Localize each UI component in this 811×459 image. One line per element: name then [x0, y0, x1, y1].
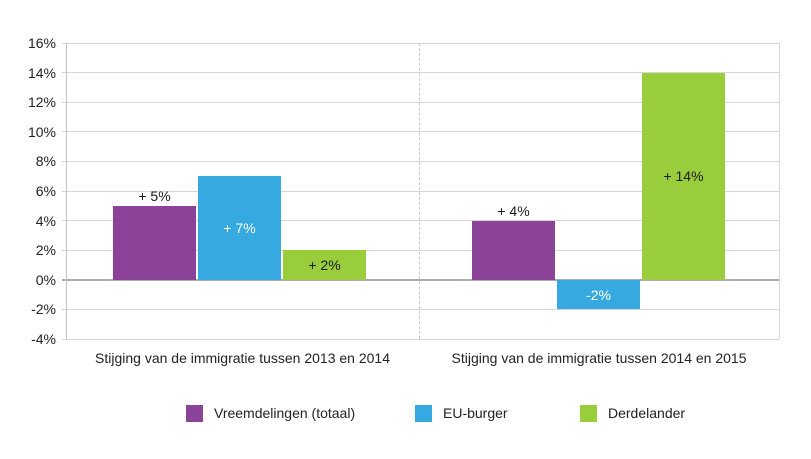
bar-value-label: + 4% [497, 202, 530, 219]
plot-right-border [779, 43, 780, 339]
gridline [62, 338, 779, 340]
y-axis-tick-label: 2% [35, 242, 56, 259]
y-axis-tick-label: -2% [31, 301, 56, 318]
legend-item-vreemdelingen: Vreemdelingen (totaal) [186, 404, 355, 422]
bar-vreemdelingen-totaal [113, 205, 196, 280]
bar-value-label: -2% [586, 286, 611, 303]
gridline [62, 131, 779, 133]
y-axis-tick-label: 8% [35, 153, 56, 170]
legend-label-derdelander: Derdelander [608, 405, 686, 421]
group-divider-line [419, 43, 420, 339]
y-axis-tick-label: -4% [31, 331, 56, 347]
legend-swatch-eu-burger-icon [415, 404, 432, 422]
bar-value-label: + 14% [663, 168, 704, 185]
gridline [62, 220, 779, 222]
bar-vreemdelingen-totaal [472, 220, 555, 280]
gridline [62, 308, 779, 310]
gridline [62, 72, 779, 74]
legend-swatch-derdelander-icon [580, 404, 597, 422]
y-axis-tick-label: 16% [27, 35, 56, 51]
legend-item-derdelander: Derdelander [580, 404, 685, 422]
bar-eu-burger [198, 176, 281, 280]
category-label-2013-2014: Stijging van de immigratie tussen 2013 e… [95, 350, 390, 366]
bar-derdelander [283, 250, 366, 280]
bar-value-label: + 5% [138, 187, 171, 204]
y-axis-tick-label: 12% [27, 94, 56, 111]
gridline [62, 42, 779, 44]
y-axis-tick-label: 6% [35, 183, 56, 199]
legend-swatch-vreemdelingen-icon [186, 404, 203, 422]
bar-value-label: + 7% [223, 220, 256, 236]
gridline [62, 160, 779, 162]
bar-eu-burger [557, 279, 640, 310]
y-axis-tick-label: 4% [35, 212, 56, 229]
legend-label-eu-burger: EU-burger [443, 405, 508, 421]
gridline [62, 101, 779, 103]
legend-label-vreemdelingen: Vreemdelingen (totaal) [214, 405, 356, 421]
y-axis-tick-label: 0% [35, 271, 56, 288]
y-axis-tick-label: 10% [27, 123, 56, 140]
legend-item-eu-burger: EU-burger [415, 404, 508, 422]
y-axis-tick-label: 14% [27, 64, 56, 81]
bar-value-label: + 2% [308, 257, 341, 273]
gridline [62, 190, 779, 192]
zero-gridline [62, 278, 779, 281]
bar-derdelander [642, 72, 725, 280]
category-label-2014-2015: Stijging van de immigratie tussen 2014 e… [451, 350, 747, 366]
gridline [62, 249, 779, 251]
y-axis-line [66, 43, 67, 339]
